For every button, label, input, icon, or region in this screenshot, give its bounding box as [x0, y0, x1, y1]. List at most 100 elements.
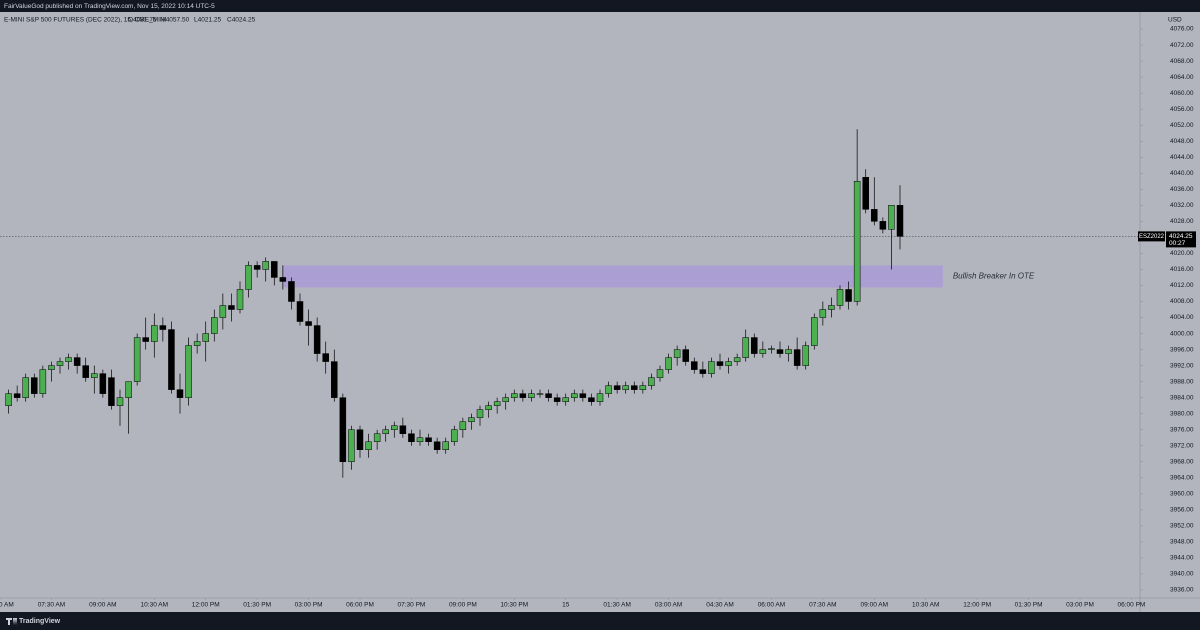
x-tick-label: 03:00 AM: [655, 602, 682, 609]
candle-body: [656, 369, 664, 378]
y-tick-label: 3936.00: [1170, 587, 1194, 594]
candle-body: [228, 305, 235, 310]
y-tick-label: 4040.00: [1170, 170, 1194, 177]
y-tick-label: 3948.00: [1170, 539, 1194, 546]
candle-body: [579, 393, 587, 398]
candle-body: [65, 357, 72, 362]
candle-body: [811, 317, 818, 346]
x-tick-label: 06:00 PM: [346, 602, 374, 609]
candle-body: [365, 441, 372, 450]
candle-body: [545, 393, 552, 398]
y-tick-label: 3944.00: [1170, 555, 1194, 562]
candle-body: [536, 393, 544, 395]
x-tick-label: 06:00 AM: [0, 602, 14, 609]
candle-body: [116, 397, 124, 406]
candle-body: [699, 369, 707, 374]
y-tick-label: 3984.00: [1170, 394, 1194, 401]
x-tick-label: 10:30 PM: [500, 602, 528, 609]
candle-body: [348, 429, 355, 463]
candle-body: [31, 377, 38, 394]
y-tick-label: 4044.00: [1170, 154, 1194, 161]
candle-body: [39, 369, 47, 394]
symbol-title: E-MINI S&P 500 FUTURES (DEC 2022), 15, C…: [4, 17, 167, 24]
candle-body: [391, 425, 398, 430]
y-tick-label: 4068.00: [1170, 58, 1194, 65]
candle-body: [425, 437, 432, 442]
y-tick-label: 3940.00: [1170, 571, 1194, 578]
symbol-label: ESZ2022: [1139, 234, 1165, 240]
candle-body: [639, 385, 647, 390]
candle-body: [468, 417, 475, 422]
candle-body: [828, 305, 835, 310]
x-tick-label: 15: [562, 602, 570, 609]
candle-body: [742, 337, 749, 358]
candle-body: [108, 377, 115, 406]
candle-body: [528, 393, 535, 398]
candle-body: [613, 385, 621, 390]
candle-body: [133, 337, 141, 382]
candle-body: [305, 321, 312, 326]
ohlc-legend-value: H4057.50: [161, 17, 190, 24]
y-tick-label: 4060.00: [1170, 90, 1194, 97]
y-tick-label: 4004.00: [1170, 314, 1194, 321]
candle-body: [451, 429, 458, 442]
candle-body: [296, 301, 304, 322]
candle-body: [236, 289, 244, 310]
y-tick-label: 4008.00: [1170, 298, 1194, 305]
candle-body: [802, 345, 809, 366]
candle-body: [288, 281, 295, 302]
y-tick-label: 3988.00: [1170, 378, 1194, 385]
candle-body: [682, 349, 689, 362]
candle-body: [725, 361, 732, 366]
candle-body: [202, 333, 209, 342]
candle-body: [99, 373, 107, 394]
y-tick-label: 4012.00: [1170, 282, 1194, 289]
y-tick-label: 4016.00: [1170, 266, 1194, 273]
candle-body: [322, 353, 329, 362]
x-tick-label: 07:30 AM: [38, 602, 65, 609]
x-tick-label: 12:00 PM: [192, 602, 220, 609]
candle-body: [733, 357, 741, 362]
x-tick-label: 06:00 AM: [758, 602, 785, 609]
candle-body: [151, 325, 158, 342]
x-tick-label: 07:30 AM: [809, 602, 836, 609]
y-tick-label: 3976.00: [1170, 426, 1194, 433]
x-tick-label: 10:30 AM: [141, 602, 168, 609]
candle-body: [159, 325, 167, 330]
candle-body: [571, 393, 578, 398]
y-tick-label: 3992.00: [1170, 362, 1194, 369]
x-tick-label: 01:30 PM: [1015, 602, 1043, 609]
candle-body: [605, 385, 612, 394]
candle-body: [22, 377, 29, 398]
y-tick-label: 4028.00: [1170, 218, 1194, 225]
candle-body: [879, 221, 887, 230]
candle-body: [476, 409, 484, 418]
x-tick-label: 03:00 PM: [295, 602, 323, 609]
candle-body: [56, 361, 64, 366]
y-tick-label: 3980.00: [1170, 410, 1194, 417]
candle-body: [408, 433, 415, 442]
y-tick-label: 4000.00: [1170, 330, 1194, 337]
candle-body: [253, 265, 261, 270]
candle-body: [853, 181, 861, 302]
candle-body: [511, 393, 518, 398]
candle-body: [793, 349, 801, 366]
y-tick-label: 3972.00: [1170, 442, 1194, 449]
candle-body: [13, 393, 21, 398]
candle-body: [373, 433, 381, 442]
footer-brand: TradingView: [19, 618, 61, 625]
y-tick-label: 4064.00: [1170, 74, 1194, 81]
candle-body: [279, 277, 287, 282]
candle-body: [399, 425, 407, 434]
candle-body: [331, 361, 338, 398]
candle-body: [553, 397, 561, 402]
candle-body: [665, 357, 672, 370]
candle-body: [459, 421, 467, 430]
last-price-label: 4024.25: [1169, 233, 1193, 240]
y-tick-label: 4020.00: [1170, 250, 1194, 257]
breaker-zone: [282, 265, 943, 288]
candle-body: [271, 261, 278, 278]
candle-body: [5, 393, 12, 406]
y-tick-label: 3960.00: [1170, 491, 1194, 498]
symbol-box: [1138, 231, 1165, 242]
